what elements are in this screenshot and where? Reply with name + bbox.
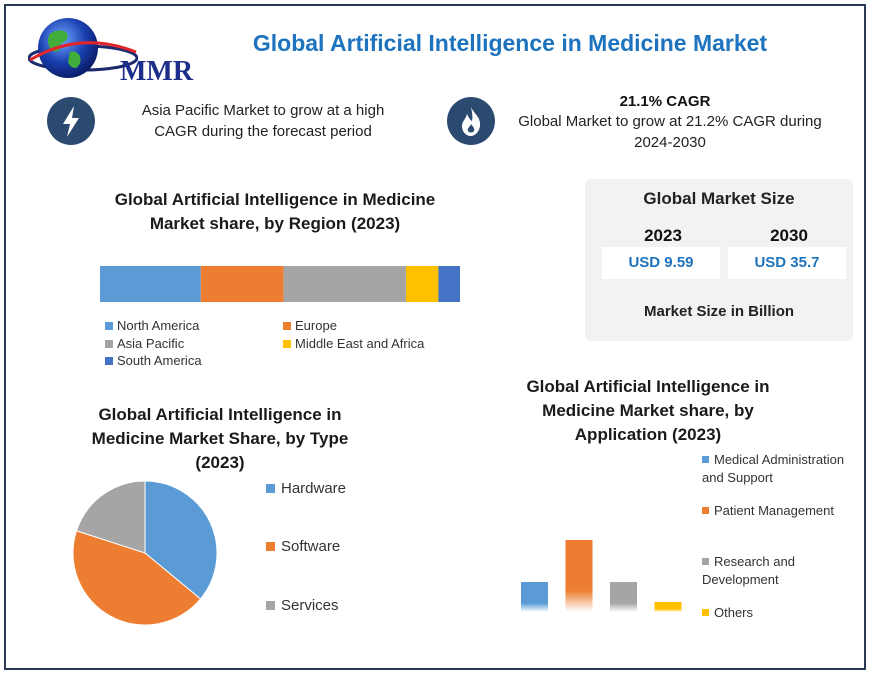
legend-swatch xyxy=(702,609,709,617)
region-legend-south-america: South America xyxy=(105,353,202,368)
legend-swatch xyxy=(283,321,291,330)
legend-label: Medical Administration and Support xyxy=(702,452,845,485)
legend-swatch xyxy=(105,339,113,348)
application-legend-research-and-development: Research and Development xyxy=(702,553,852,589)
pie-slice-services xyxy=(75,480,146,554)
flame-icon xyxy=(447,97,495,145)
application-legend-patient-management: Patient Management xyxy=(702,502,852,520)
region-segment-south-america xyxy=(438,266,460,302)
type-legend-hardware: Hardware xyxy=(266,480,346,497)
legend-swatch xyxy=(105,321,113,330)
region-chart-title: Global Artificial Intelligence in Medici… xyxy=(114,190,436,233)
pie-slice-software xyxy=(72,530,202,626)
market-size-panel: Global Market Size 2023 2030 USD 9.59 US… xyxy=(585,179,853,341)
cagr-description: Global Market to grow at 21.2% CAGR duri… xyxy=(518,113,822,151)
type-chart-title: Global Artificial Intelligence in Medici… xyxy=(91,405,349,472)
legend-label: Software xyxy=(281,538,341,555)
highlight-asia-pacific: Asia Pacific Market to grow at a high CA… xyxy=(141,102,385,140)
legend-label: Asia Pacific xyxy=(117,336,185,351)
legend-swatch xyxy=(266,542,275,551)
legend-label: Research and Development xyxy=(702,554,795,587)
legend-label: South America xyxy=(117,353,202,368)
region-legend-north-america: North America xyxy=(105,318,199,333)
page-title: Global Artificial Intelligence in Medici… xyxy=(252,30,768,56)
legend-swatch xyxy=(266,601,275,610)
lightning-icon xyxy=(47,97,95,145)
legend-label: Middle East and Africa xyxy=(295,336,425,351)
region-legend-asia-pacific: Asia Pacific xyxy=(105,336,184,351)
legend-swatch xyxy=(702,558,709,566)
value-2023: USD 9.59 xyxy=(602,247,720,279)
cagr-headline: 21.1% CAGR xyxy=(619,93,711,110)
year-2030: 2030 xyxy=(770,226,808,245)
region-legend-middle-east-and-africa: Middle East and Africa xyxy=(283,336,424,351)
application-bar-patient-management xyxy=(565,540,593,612)
market-size-unit: Market Size in Billion xyxy=(643,303,795,320)
value-2030: USD 35.7 xyxy=(728,247,846,279)
pie-slice-hardware xyxy=(144,480,218,600)
application-legend-others: Others xyxy=(702,604,852,622)
region-legend-europe: Europe xyxy=(283,318,337,333)
market-size-title: Global Market Size xyxy=(643,189,795,208)
legend-label: Services xyxy=(281,597,339,614)
legend-swatch xyxy=(702,456,709,464)
region-stacked-bar xyxy=(100,266,460,302)
region-segment-north-america xyxy=(100,266,201,302)
application-bar-medical-administration-and-support xyxy=(521,582,548,612)
legend-swatch xyxy=(283,339,291,348)
legend-label: Europe xyxy=(295,318,337,333)
type-pie-chart xyxy=(72,480,218,626)
region-segment-asia-pacific xyxy=(283,266,406,302)
infographic-frame xyxy=(4,4,866,670)
application-bar-chart xyxy=(521,540,682,612)
application-bar-others xyxy=(654,602,682,612)
application-chart-title: Global Artificial Intelligence in Medici… xyxy=(526,377,770,444)
legend-swatch xyxy=(266,484,275,493)
globe-icon xyxy=(27,18,139,78)
application-bar-research-and-development xyxy=(610,582,637,612)
region-segment-middle-east-and-africa xyxy=(406,266,439,302)
legend-label: Hardware xyxy=(281,480,347,497)
legend-label: Others xyxy=(714,605,754,620)
type-legend-services: Services xyxy=(266,597,339,614)
legend-swatch xyxy=(105,356,113,365)
legend-swatch xyxy=(702,507,709,515)
legend-label: North America xyxy=(117,318,200,333)
year-2023: 2023 xyxy=(644,226,682,245)
brand-logo: MMR xyxy=(27,14,193,87)
region-segment-europe xyxy=(200,266,284,302)
legend-label: Patient Management xyxy=(714,503,834,518)
logo-text: MMR xyxy=(120,56,194,87)
type-legend-software: Software xyxy=(266,538,340,555)
application-legend-medical-administration-and-support: Medical Administration and Support xyxy=(702,451,852,487)
